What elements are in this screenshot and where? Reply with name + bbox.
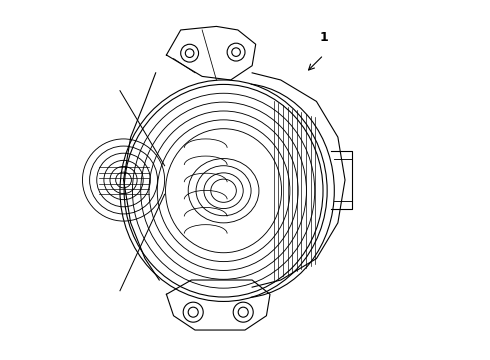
Text: 1: 1 bbox=[319, 31, 328, 44]
